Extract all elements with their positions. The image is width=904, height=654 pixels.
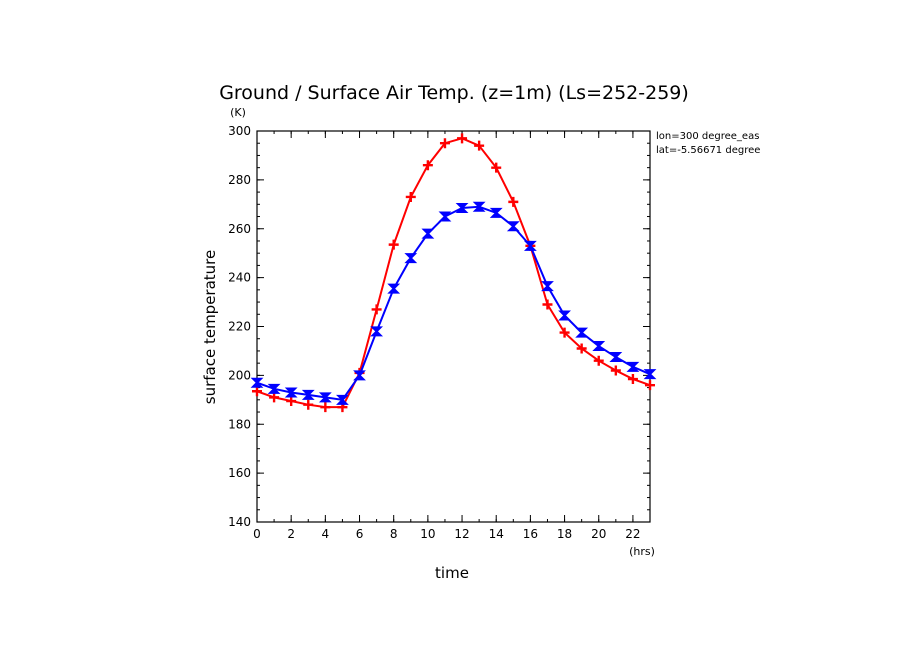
series-point-0 — [542, 299, 553, 310]
series-point-1 — [609, 352, 623, 363]
y-tick-label: 280 — [228, 173, 251, 187]
x-tick-label: 14 — [489, 527, 504, 541]
x-tick-label: 4 — [322, 527, 330, 541]
series-point-1 — [353, 370, 366, 381]
y-tick-label: 300 — [228, 124, 251, 138]
x-tick-label: 8 — [390, 527, 398, 541]
y-tick-label: 200 — [228, 368, 251, 382]
series-point-1 — [643, 369, 657, 380]
series-point-0 — [371, 304, 382, 315]
x-tick-label: 0 — [253, 527, 261, 541]
x-tick-label: 20 — [591, 527, 606, 541]
series-point-1 — [250, 377, 264, 388]
x-tick-label: 2 — [287, 527, 295, 541]
series-point-1 — [284, 387, 298, 398]
series-point-1 — [336, 394, 349, 405]
annotation-lat: lat=-5.56671 degree — [656, 145, 760, 156]
series-point-1 — [438, 211, 452, 222]
series-line-0 — [256, 137, 651, 409]
series-point-0 — [320, 402, 331, 413]
series-point-0 — [491, 162, 502, 173]
x-tick-label: 18 — [557, 527, 572, 541]
series-point-0 — [457, 133, 468, 144]
series-point-0 — [610, 365, 621, 376]
chart-title: Ground / Surface Air Temp. (z=1m) (Ls=25… — [219, 82, 689, 104]
series-point-1 — [541, 281, 554, 292]
y-tick-label: 140 — [228, 515, 251, 529]
y-tick-label: 220 — [228, 320, 251, 334]
series-point-0 — [593, 355, 604, 366]
series-point-1 — [318, 392, 332, 403]
x-tick-label: 22 — [625, 527, 640, 541]
x-tick-label: 16 — [523, 527, 538, 541]
series-point-0 — [559, 327, 570, 338]
series-point-0 — [576, 343, 587, 354]
series-point-1 — [267, 383, 281, 394]
series-point-1 — [506, 221, 520, 232]
series-point-1 — [575, 327, 589, 338]
series-point-1 — [455, 202, 469, 213]
x-unit-label: (hrs) — [629, 545, 655, 558]
series-point-1 — [489, 207, 503, 218]
series-point-1 — [301, 389, 315, 400]
x-tick-label: 10 — [420, 527, 435, 541]
series-point-1 — [592, 341, 606, 352]
series-point-0 — [439, 138, 450, 149]
series-line-1 — [256, 205, 651, 401]
series-point-0 — [645, 380, 655, 391]
y-unit-label: (K) — [230, 106, 246, 119]
series-point-1 — [472, 201, 486, 212]
series-point-0 — [286, 396, 297, 407]
series-point-1 — [523, 240, 537, 251]
series-point-0 — [303, 399, 314, 410]
y-tick-label: 180 — [228, 417, 251, 431]
series-point-1 — [626, 361, 640, 372]
series-point-1 — [370, 326, 384, 337]
series-point-0 — [252, 386, 262, 397]
series-point-1 — [387, 283, 401, 294]
series-point-0 — [508, 196, 519, 207]
series-point-0 — [405, 191, 416, 202]
x-tick-label: 12 — [454, 527, 469, 541]
series-point-0 — [627, 374, 638, 385]
series-point-1 — [404, 253, 418, 264]
y-tick-label: 260 — [228, 222, 251, 236]
series-point-0 — [422, 160, 433, 171]
series-point-1 — [558, 310, 571, 321]
annotation-lon: lon=300 degree_eas — [656, 131, 759, 142]
y-tick-label: 240 — [228, 271, 251, 285]
series-point-0 — [269, 392, 280, 403]
plot-frame — [256, 130, 651, 523]
x-tick-label: 6 — [356, 527, 364, 541]
series-point-0 — [474, 140, 485, 151]
y-tick-label: 160 — [228, 466, 251, 480]
series-point-0 — [388, 239, 399, 250]
y-axis-title: surface temperature — [201, 250, 219, 405]
series-point-1 — [421, 228, 435, 239]
x-axis-title: time — [435, 564, 469, 582]
